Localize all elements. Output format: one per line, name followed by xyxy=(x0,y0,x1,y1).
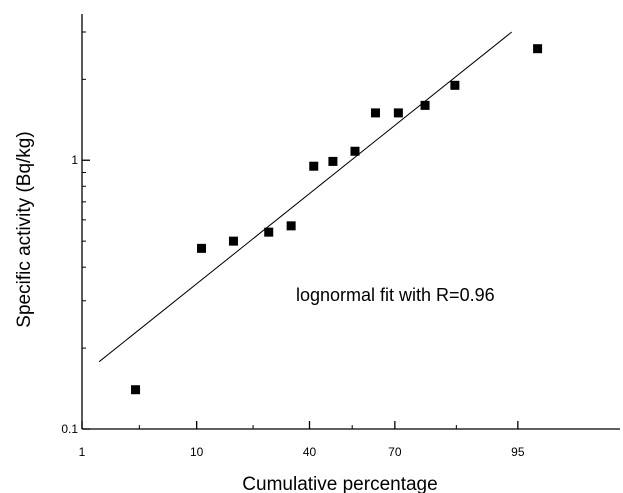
x-axis-title: Cumulative percentage xyxy=(242,474,437,493)
data-points xyxy=(131,44,543,395)
data-point xyxy=(420,100,430,110)
axes xyxy=(81,14,620,430)
x-tick-label: 10 xyxy=(190,445,204,459)
y-tick-label: 0.1 xyxy=(61,422,78,436)
data-point xyxy=(370,108,380,118)
y-axis-title: Specific activity (Bq/kg) xyxy=(14,131,35,327)
data-point xyxy=(350,146,360,156)
data-point xyxy=(450,80,460,90)
data-point xyxy=(533,44,543,54)
data-point xyxy=(328,156,338,166)
x-tick-label: 70 xyxy=(388,445,402,459)
data-point xyxy=(228,236,238,246)
fit-annotation: lognormal fit with R=0.96 xyxy=(296,285,495,305)
fit-line xyxy=(98,31,513,363)
data-point xyxy=(393,108,403,118)
x-tick-label: 40 xyxy=(303,445,317,459)
data-point xyxy=(197,243,207,253)
data-point xyxy=(131,385,141,395)
data-point xyxy=(264,227,274,237)
data-point xyxy=(286,221,296,231)
x-tick-label: 1 xyxy=(79,445,86,459)
x-tick-label: 95 xyxy=(511,445,525,459)
y-tick-label: 1 xyxy=(71,153,78,167)
data-point xyxy=(309,161,319,171)
fit-line-group xyxy=(98,31,513,363)
